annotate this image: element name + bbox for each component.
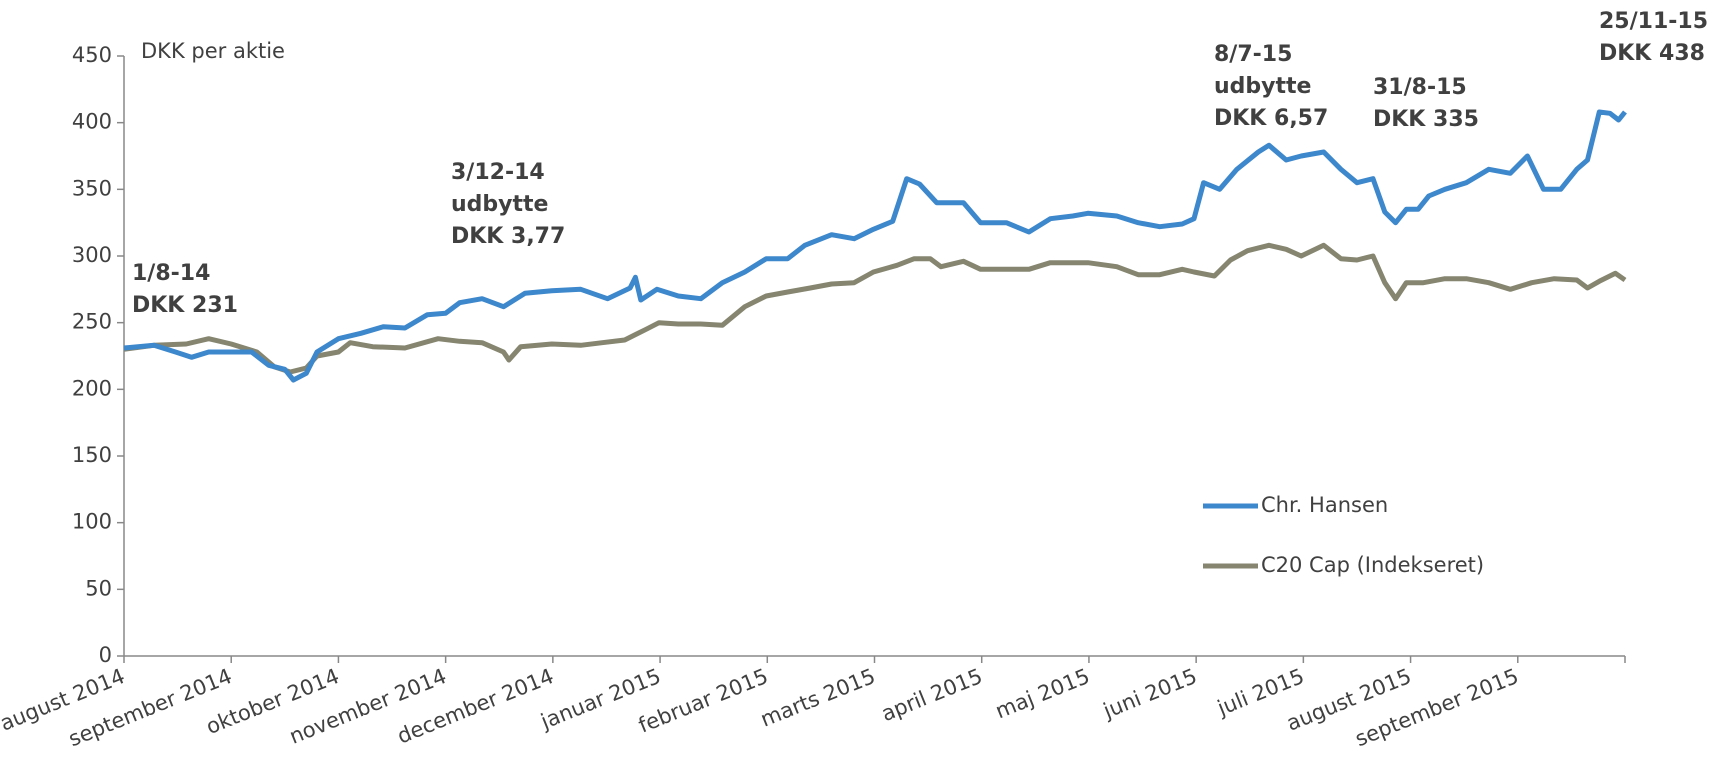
- annotation: 3/12-14: [451, 160, 545, 185]
- annotation: DKK 231: [132, 293, 238, 318]
- y-tick-label: 300: [72, 243, 112, 267]
- y-axis-label: DKK per aktie: [141, 39, 285, 63]
- x-tick-label: april 2015: [878, 664, 986, 726]
- y-tick-label: 0: [99, 643, 112, 667]
- annotation: 1/8-14: [132, 261, 210, 286]
- y-tick-label: 200: [72, 376, 112, 400]
- y-tick-label: 250: [72, 310, 112, 334]
- annotation: DKK 3,77: [451, 224, 565, 249]
- legend-label: C20 Cap (Indekseret): [1261, 553, 1484, 577]
- annotation: udbytte: [451, 192, 548, 217]
- y-tick-label: 50: [85, 576, 112, 600]
- annotation: 25/11-15: [1599, 9, 1708, 34]
- y-tick-label: 100: [72, 510, 112, 534]
- annotation: DKK 438: [1599, 41, 1705, 66]
- y-tick-label: 450: [72, 43, 112, 67]
- legend-label: Chr. Hansen: [1261, 493, 1388, 517]
- annotation: 8/7-15: [1214, 42, 1292, 67]
- annotation: DKK 335: [1373, 107, 1479, 132]
- annotation: udbytte: [1214, 74, 1311, 99]
- y-tick-label: 400: [72, 110, 112, 134]
- y-tick-label: 350: [72, 176, 112, 200]
- y-tick-label: 150: [72, 443, 112, 467]
- annotation: DKK 6,57: [1214, 106, 1328, 131]
- x-tick-label: juni 2015: [1099, 664, 1200, 723]
- x-tick-label: marts 2015: [757, 664, 878, 732]
- annotation: 31/8-15: [1373, 75, 1467, 100]
- series-line: [123, 242, 1627, 375]
- x-tick-label: maj 2015: [992, 664, 1093, 723]
- series-line: [123, 109, 1627, 383]
